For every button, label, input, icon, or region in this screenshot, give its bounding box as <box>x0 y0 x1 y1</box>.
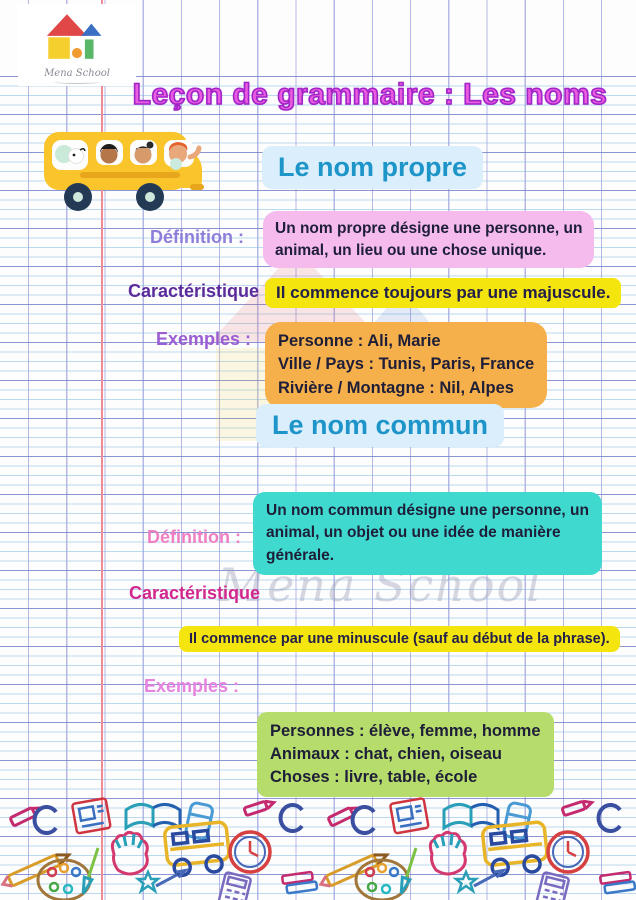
characteristic-label-commun: Caractéristique <box>129 583 261 603</box>
example-line: Rivière / Montagne : Nil, Alpes <box>278 378 514 397</box>
definition-text-line: animal, un lieu ou une chose unique. <box>275 241 547 259</box>
examples-label-propre: Exemples : <box>156 329 252 349</box>
characteristic-label-propre: Caractéristique <box>128 281 260 301</box>
school-bus-illustration <box>40 112 208 222</box>
page-title: Leçon de grammaire : Les noms <box>132 77 608 112</box>
section-heading-nom-commun: Le nom commun <box>256 404 505 447</box>
definition-box-propre: Un nom propre désigne une personne, un a… <box>263 211 595 269</box>
example-line: Personne : Ali, Marie <box>278 332 441 350</box>
school-doodles-border <box>0 796 636 900</box>
examples-label-commun: Exemples : <box>144 676 240 696</box>
definition-label-propre: Définition : <box>150 227 244 247</box>
example-line: Choses : livre, table, école <box>270 768 478 787</box>
definition-text-line: Un nom commun désigne une personne, un <box>266 502 589 519</box>
characteristic-text: Il commence par une minuscule (sauf au d… <box>189 631 610 647</box>
example-line: Personnes : élève, femme, homme <box>270 722 541 740</box>
characteristic-text: Il commence toujours par une majuscule. <box>276 283 611 302</box>
example-line: Animaux : chat, chien, oiseau <box>270 745 502 764</box>
section-heading-nom-propre: Le nom propre <box>262 146 484 189</box>
definition-text-line: animal, un objet ou une idée de manière <box>266 524 561 542</box>
definition-box-commun: Un nom commun désigne une personne, un a… <box>253 492 602 576</box>
definition-label-commun: Définition : <box>147 527 241 547</box>
school-logo: Mena School <box>18 4 136 86</box>
example-line: Ville / Pays : Tunis, Paris, France <box>278 355 535 374</box>
logo-flourish <box>54 80 100 84</box>
characteristic-box-commun: Il commence par une minuscule (sauf au d… <box>179 626 620 652</box>
examples-box-commun: Personnes : élève, femme, homme Animaux … <box>257 712 554 798</box>
examples-box-propre: Personne : Ali, Marie Ville / Pays : Tun… <box>265 322 548 409</box>
characteristic-box-propre: Il commence toujours par une majuscule. <box>265 278 622 308</box>
definition-text-line: générale. <box>266 546 335 564</box>
definition-text-line: Un nom propre désigne une personne, un <box>275 220 583 237</box>
house-blocks-logo-icon <box>46 14 102 59</box>
